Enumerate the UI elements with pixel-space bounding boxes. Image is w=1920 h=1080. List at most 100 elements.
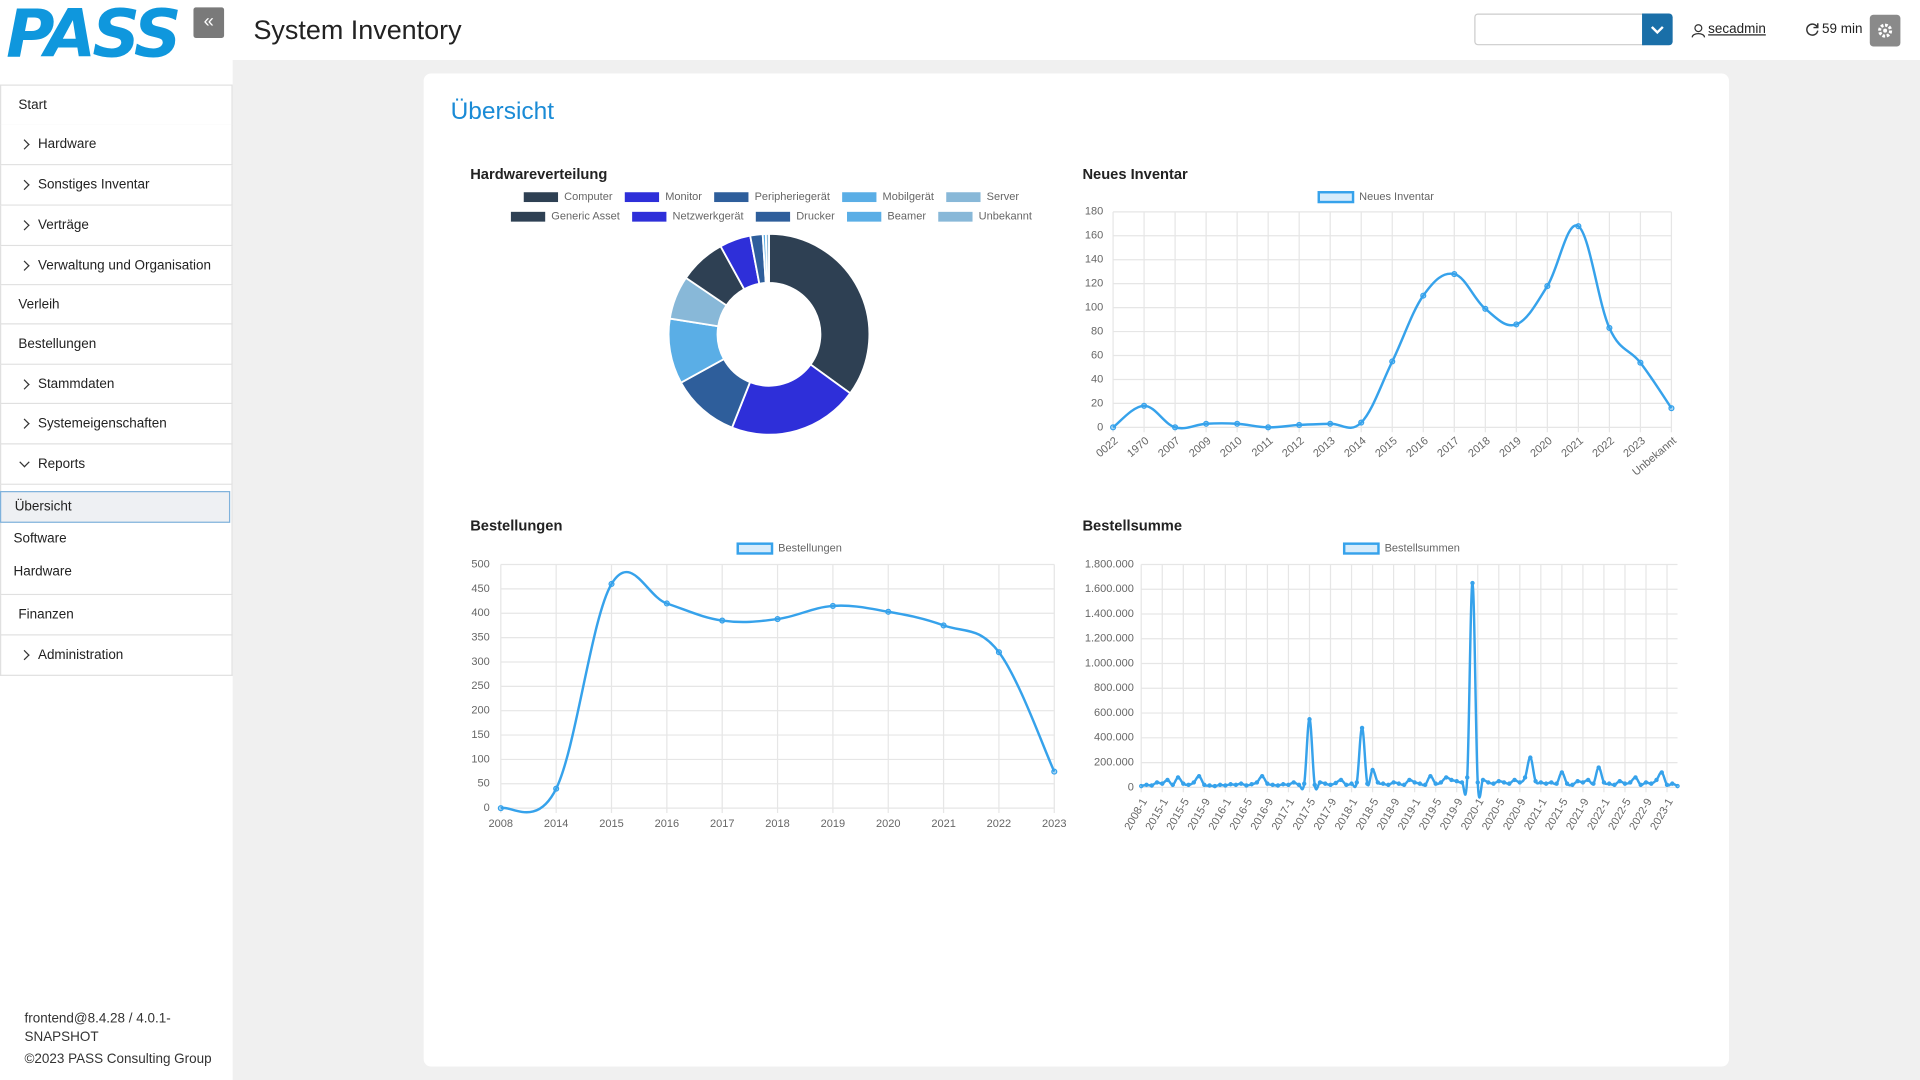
point: [663, 600, 670, 607]
submenu-item[interactable]: Hardware: [0, 557, 230, 586]
point: [1554, 781, 1559, 786]
y-tick-label: 60: [1091, 349, 1103, 361]
collapse-button[interactable]: «: [193, 7, 225, 38]
nav-label: Systemeigenschaften: [37, 416, 167, 432]
y-tick-label: 150: [471, 729, 489, 741]
logo[interactable]: PASS: [6, 0, 181, 73]
point: [1139, 783, 1144, 789]
user-link[interactable]: secadmin: [1708, 22, 1766, 37]
y-tick-label: 50: [478, 778, 490, 790]
legend-swatch: [736, 542, 774, 555]
point: [1433, 781, 1438, 786]
x-tick-label: 2022: [1590, 435, 1616, 460]
point: [1544, 283, 1551, 290]
point: [1323, 781, 1328, 786]
nav-item[interactable]: Reports: [0, 444, 233, 485]
point: [1191, 780, 1197, 785]
point: [1522, 775, 1528, 780]
point: [1591, 781, 1596, 786]
point: [774, 616, 781, 623]
point: [1533, 778, 1538, 784]
point: [1154, 780, 1160, 785]
point: [995, 649, 1002, 656]
point: [1638, 782, 1643, 788]
chart-title: Bestellungen: [470, 518, 562, 534]
select[interactable]: [1474, 13, 1645, 46]
point: [1549, 780, 1554, 785]
point: [1228, 782, 1233, 787]
point: [1202, 782, 1207, 788]
nav-item[interactable]: Stammdaten: [0, 364, 233, 405]
point: [1234, 420, 1241, 427]
point: [1443, 775, 1449, 780]
x-tick-label: 2020: [876, 818, 901, 830]
y-tick-label: 200: [471, 705, 489, 717]
point: [1454, 778, 1459, 784]
nav-item[interactable]: Start: [0, 84, 233, 127]
nav-item[interactable]: Verträge: [0, 205, 233, 247]
y-tick-label: 80: [1091, 325, 1103, 337]
point: [1575, 778, 1580, 784]
point: [1470, 580, 1475, 586]
x-tick-label: 2008: [489, 818, 514, 830]
settings-button[interactable]: [1869, 14, 1901, 47]
point: [940, 622, 947, 629]
point: [553, 785, 560, 792]
y-tick-label: 1.600.000: [1085, 583, 1134, 595]
legend-swatch: [938, 211, 973, 222]
point: [1196, 774, 1202, 779]
x-tick-label: 2021: [1559, 435, 1585, 460]
y-tick-label: 120: [1085, 278, 1103, 290]
legend-swatch: [523, 192, 559, 203]
point: [1675, 783, 1680, 789]
point: [1141, 402, 1148, 409]
point: [1407, 777, 1412, 783]
point: [608, 580, 615, 588]
point: [1144, 782, 1149, 788]
point: [1538, 780, 1544, 785]
point: [1606, 781, 1612, 786]
x-tick-label: 2019: [1497, 435, 1523, 460]
nav-item[interactable]: Finanzen: [0, 595, 233, 636]
point: [1617, 778, 1622, 784]
legend-label: Mobilgerät: [883, 191, 934, 203]
select-toggle[interactable]: [1642, 13, 1673, 46]
point: [1391, 780, 1396, 785]
point: [1380, 781, 1386, 786]
point: [1401, 782, 1407, 788]
nav-item[interactable]: Systemeigenschaften: [0, 404, 233, 445]
nav-item[interactable]: Verwaltung und Organisation: [0, 246, 233, 286]
nav-item[interactable]: Bestellungen: [0, 324, 233, 365]
point: [1203, 420, 1210, 427]
point: [1517, 780, 1523, 785]
copyright: ©2023 PASS Consulting Group: [24, 1051, 212, 1067]
y-tick-label: 300: [471, 656, 489, 668]
y-tick-label: 1.200.000: [1085, 633, 1134, 645]
point: [1307, 717, 1312, 722]
refresh-icon: [1806, 23, 1819, 36]
point: [1601, 780, 1607, 785]
point: [1238, 781, 1244, 786]
submenu-label: Hardware: [13, 564, 72, 580]
nav-item[interactable]: Verleih: [0, 285, 233, 325]
nav-label: Start: [18, 97, 47, 113]
point: [1317, 780, 1323, 785]
nav-item[interactable]: Sonstiges Inventar: [0, 165, 233, 206]
nav-label: Bestellungen: [18, 336, 97, 352]
point: [1513, 321, 1520, 328]
point: [1482, 305, 1489, 312]
point: [1365, 781, 1370, 786]
point: [1507, 781, 1512, 786]
point: [1570, 782, 1575, 788]
point: [1110, 424, 1117, 431]
legend-swatch: [624, 192, 660, 203]
submenu-item[interactable]: Übersicht: [0, 491, 231, 523]
legend-swatch: [755, 211, 791, 222]
point: [1172, 424, 1179, 431]
point: [1296, 782, 1302, 788]
submenu-item[interactable]: Software: [0, 524, 230, 553]
nav-item[interactable]: Administration: [0, 635, 233, 676]
content-card: [423, 73, 1729, 1067]
slice: [764, 232, 770, 284]
point: [1296, 421, 1303, 429]
